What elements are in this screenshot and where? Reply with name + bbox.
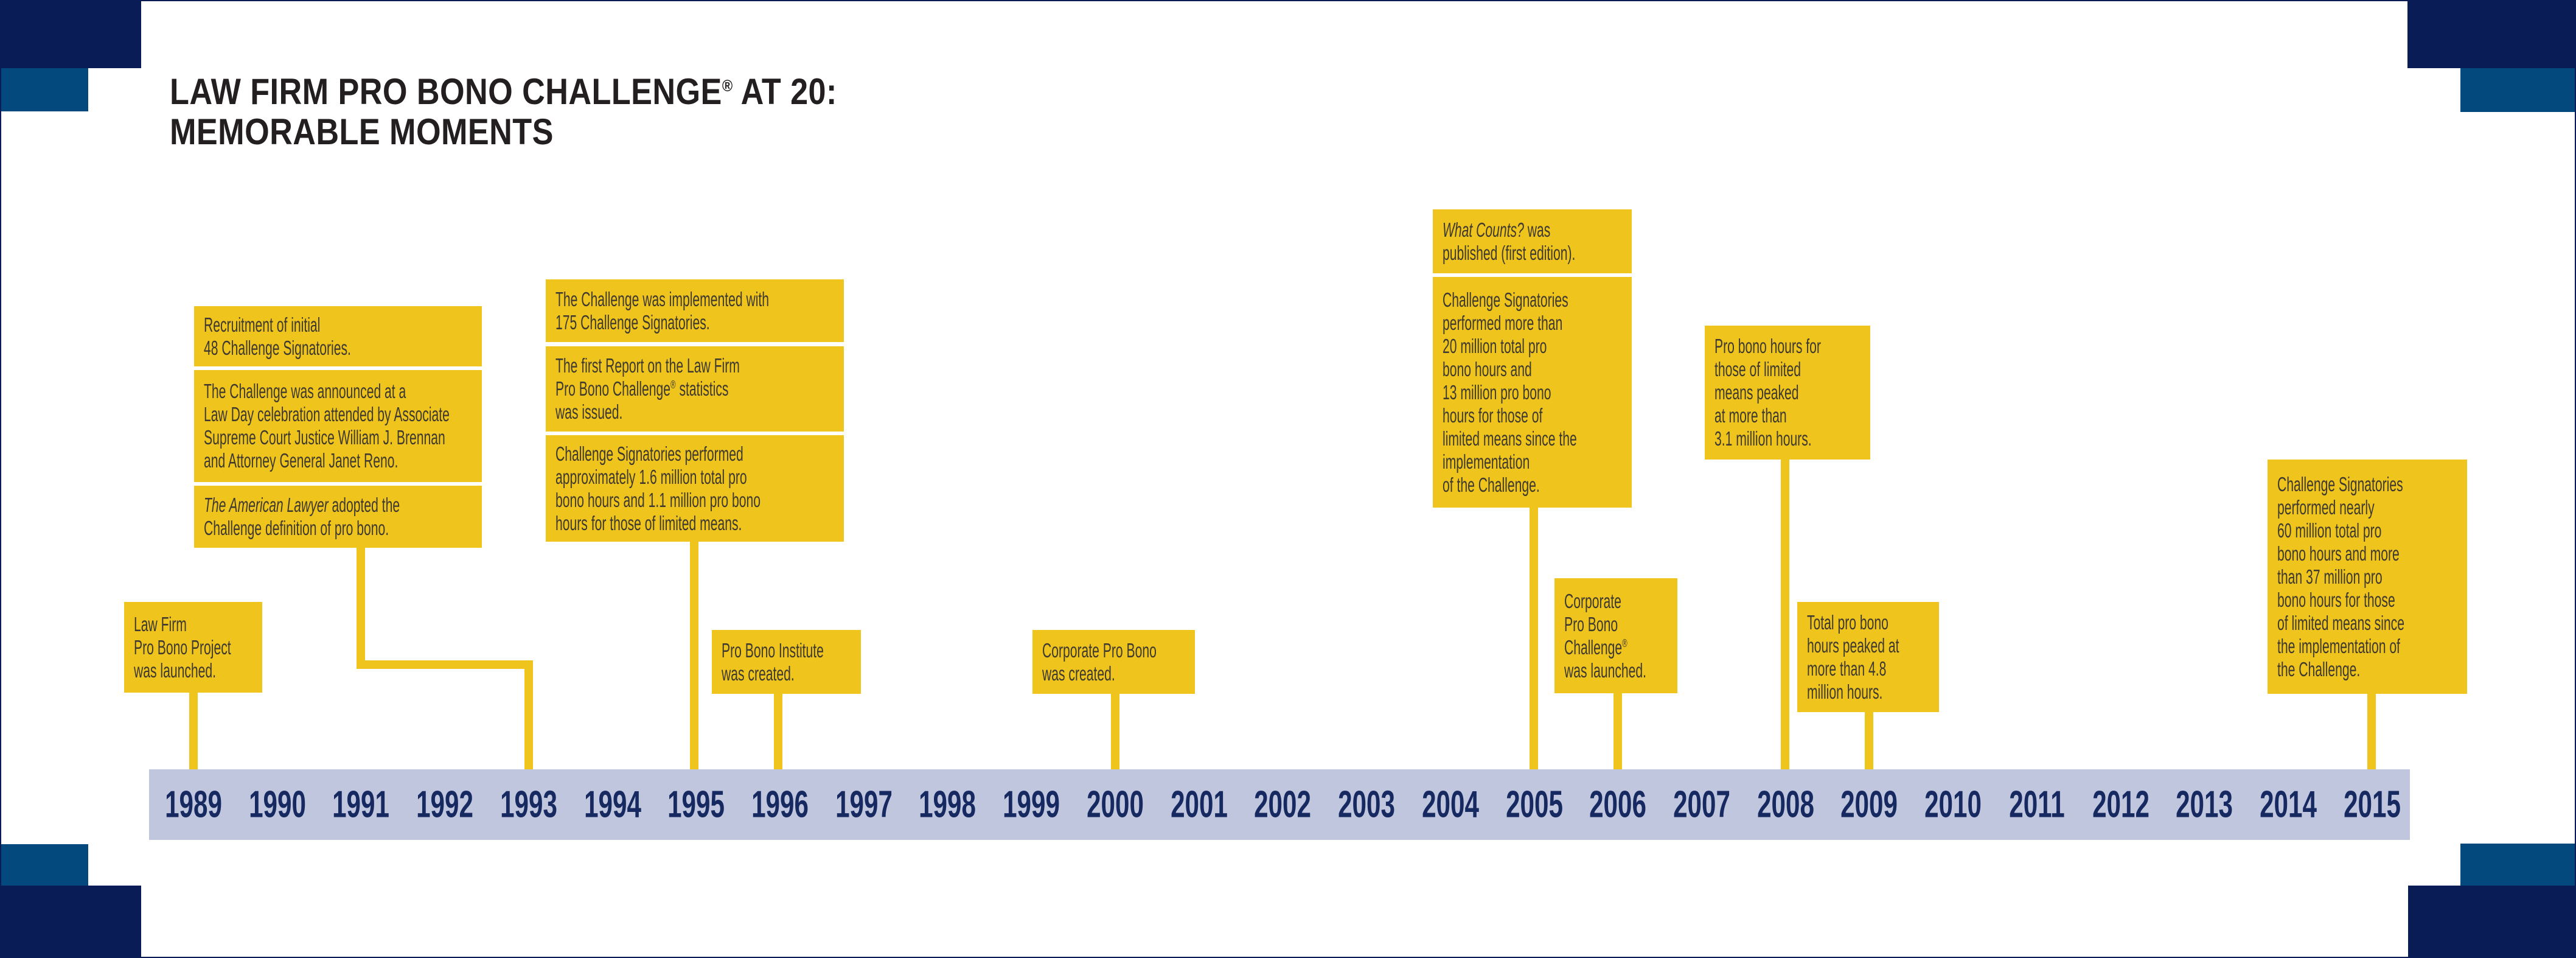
event-box-2005-2: Challenge Signatories performed more than…	[1433, 277, 1632, 508]
year-label-2009: 2009	[1840, 783, 1898, 826]
event-box-text-1989-1: Law Firm Pro Bono Project was launched.	[134, 612, 231, 682]
year-label-2010: 2010	[1924, 783, 1982, 826]
year-label-1991: 1991	[332, 783, 390, 826]
event-box-text-1993-2: The Challenge was announced at a Law Day …	[204, 380, 450, 472]
timeline-band: 1989 1990 1991 1992 1993 1994 1995 1996 1997 1998…	[149, 769, 2410, 840]
event-box-1995-1: The Challenge was implemented with 175 Ch…	[546, 279, 844, 342]
event-box-text-2000-1: Corporate Pro Bono was created.	[1042, 638, 1157, 685]
year-label-2001: 2001	[1170, 783, 1228, 826]
corner-decoration-top-left-navy	[1, 1, 141, 68]
event-connector-1995-segment-1	[690, 542, 698, 769]
event-box-text-1995-1: The Challenge was implemented with 175 Ch…	[555, 287, 770, 334]
year-label-2006: 2006	[1589, 783, 1647, 826]
year-label-2004: 2004	[1421, 783, 1479, 826]
event-box-2006-1: Corporate Pro Bono Challenge® was launched.	[1554, 578, 1677, 693]
event-connector-2008-segment-1	[1781, 460, 1789, 769]
event-connector-2005-segment-1	[1530, 508, 1538, 769]
year-label-1989: 1989	[165, 783, 222, 826]
year-label-1993: 1993	[500, 783, 557, 826]
event-connector-1993-segment-1	[357, 548, 365, 664]
event-connector-2000-segment-1	[1111, 694, 1119, 769]
year-label-2007: 2007	[1673, 783, 1730, 826]
event-box-1995-3: Challenge Signatories performed approxima…	[546, 435, 844, 542]
year-label-1997: 1997	[835, 783, 893, 826]
corner-decoration-top-right-steel	[2460, 68, 2575, 112]
event-box-text-2008-1: Pro bono hours for those of limited means …	[1714, 335, 1821, 450]
year-label-2013: 2013	[2176, 783, 2233, 826]
event-box-2009-1: Total pro bono hours peaked at more than 4…	[1797, 602, 1939, 712]
page-title-line1: LAW FIRM PRO BONO CHALLENGE® AT 20:	[170, 71, 837, 112]
year-label-2014: 2014	[2260, 783, 2317, 826]
event-connector-1993-segment-3	[524, 669, 533, 769]
event-connector-1993-segment-2	[357, 660, 533, 669]
corner-decoration-top-left-steel	[1, 68, 88, 111]
event-box-text-2005-2: Challenge Signatories performed more than…	[1443, 288, 1577, 496]
event-box-text-2009-1: Total pro bono hours peaked at more than 4…	[1807, 610, 1899, 703]
corner-decoration-bottom-left-steel	[1, 844, 88, 886]
year-label-1999: 1999	[1003, 783, 1060, 826]
event-connector-2006-segment-1	[1613, 693, 1622, 769]
year-label-1992: 1992	[416, 783, 474, 826]
year-label-1996: 1996	[751, 783, 809, 826]
year-label-2005: 2005	[1505, 783, 1563, 826]
event-connector-1989-segment-1	[189, 693, 198, 769]
year-label-1995: 1995	[667, 783, 725, 826]
year-label-2000: 2000	[1087, 783, 1144, 826]
event-box-text-1995-3: Challenge Signatories performed approxima…	[555, 442, 761, 534]
event-box-text-2005-1: What Counts? was published (first edition…	[1443, 218, 1576, 264]
year-label-2012: 2012	[2092, 783, 2150, 826]
event-box-1995-2: The first Report on the Law Firm Pro Bono…	[546, 346, 844, 432]
event-box-1996-1: Pro Bono Institute was created.	[712, 630, 861, 694]
event-connector-2015-segment-1	[2367, 694, 2376, 769]
event-connector-1996-segment-1	[774, 694, 782, 769]
year-label-1990: 1990	[248, 783, 306, 826]
year-label-2003: 2003	[1338, 783, 1395, 826]
corner-decoration-bottom-right-steel	[2460, 844, 2575, 886]
year-label-2011: 2011	[2009, 783, 2065, 826]
event-box-1993-1: Recruitment of initial 48 Challenge Signa…	[194, 306, 482, 366]
page-title: LAW FIRM PRO BONO CHALLENGE® AT 20: MEMO…	[170, 72, 837, 152]
event-box-2015-1: Challenge Signatories performed nearly 60 …	[2268, 460, 2467, 694]
event-box-text-1993-3: The American Lawyer adopted the Challenge…	[204, 494, 400, 539]
event-box-1993-3: The American Lawyer adopted the Challenge…	[194, 486, 482, 548]
year-label-2015: 2015	[2343, 783, 2401, 826]
corner-decoration-bottom-left-navy	[1, 886, 141, 957]
event-box-text-2006-1: Corporate Pro Bono Challenge® was launched.	[1564, 589, 1647, 682]
event-box-1993-2: The Challenge was announced at a Law Day …	[194, 370, 482, 482]
year-label-2002: 2002	[1254, 783, 1312, 826]
event-box-2005-1: What Counts? was published (first edition…	[1433, 209, 1632, 273]
year-label-1994: 1994	[583, 783, 641, 826]
corner-decoration-top-right-navy	[2407, 1, 2575, 68]
event-connector-2009-segment-1	[1865, 712, 1873, 769]
event-box-2008-1: Pro bono hours for those of limited means …	[1705, 326, 1870, 460]
event-box-text-1996-1: Pro Bono Institute was created.	[722, 638, 824, 685]
year-label-2008: 2008	[1756, 783, 1814, 826]
year-label-1998: 1998	[919, 783, 976, 826]
event-box-text-2015-1: Challenge Signatories performed nearly 60 …	[2277, 472, 2404, 680]
corner-decoration-bottom-right-navy	[2408, 886, 2575, 957]
event-box-1989-1: Law Firm Pro Bono Project was launched.	[124, 602, 262, 693]
event-box-2000-1: Corporate Pro Bono was created.	[1032, 630, 1195, 694]
event-box-text-1995-2: The first Report on the Law Firm Pro Bono…	[555, 354, 740, 423]
event-box-text-1993-1: Recruitment of initial 48 Challenge Signa…	[204, 313, 351, 359]
page-title-line2: MEMORABLE MOMENTS	[170, 111, 554, 152]
